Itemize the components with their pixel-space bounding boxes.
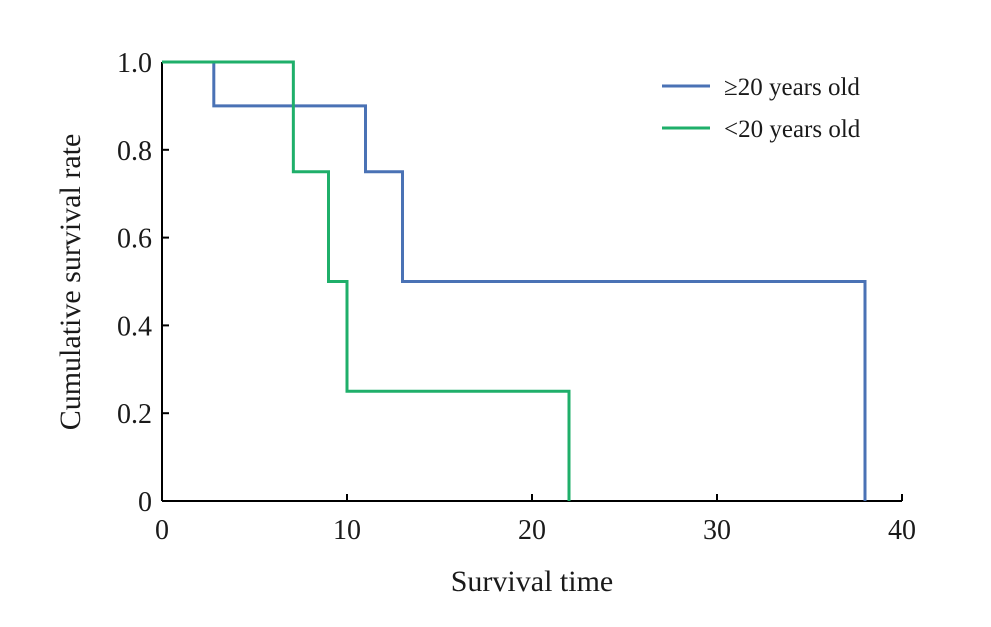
y-tick-label: 0.8 — [117, 136, 152, 167]
x-axis-title: Survival time — [451, 565, 613, 598]
x-tick-label: 40 — [888, 515, 916, 546]
legend-label: <20 years old — [724, 116, 861, 143]
series-line-1 — [162, 60, 571, 501]
x-tick-label: 10 — [333, 515, 361, 546]
y-tick-label: 0 — [138, 487, 152, 518]
y-axis-title: Cumulative survival rate — [54, 134, 87, 431]
x-tick-label: 30 — [703, 515, 731, 546]
series-line-0 — [162, 60, 867, 501]
legend: ≥20 years old <20 years old — [662, 74, 861, 143]
x-tick-label: 20 — [518, 515, 546, 546]
y-ticks: 0 0.2 0.4 0.6 0.8 1.0 — [117, 48, 169, 518]
y-tick-label: 0.6 — [117, 224, 152, 255]
x-ticks: 0 10 20 30 40 — [155, 494, 916, 546]
y-tick-label: 1.0 — [117, 48, 152, 79]
series-layer — [162, 60, 867, 501]
x-tick-label: 0 — [155, 515, 169, 546]
y-tick-label: 0.2 — [117, 399, 152, 430]
legend-label: ≥20 years old — [724, 74, 860, 101]
y-tick-label: 0.4 — [117, 311, 152, 342]
